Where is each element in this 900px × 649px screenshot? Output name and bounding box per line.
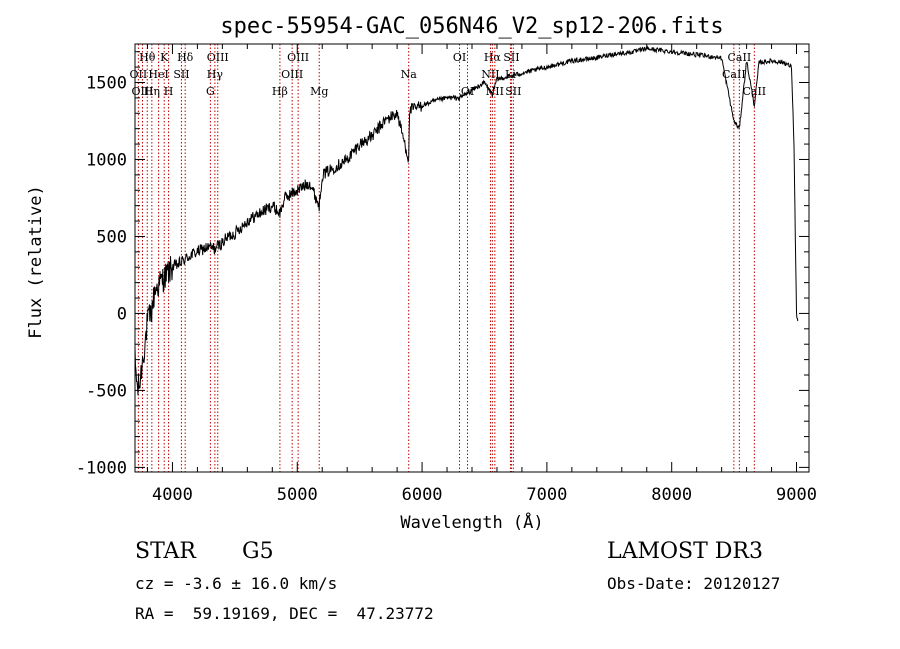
y-tick-label: 500 xyxy=(96,227,127,247)
y-tick-label: 1000 xyxy=(86,150,127,170)
chart-title: spec-55954-GAC_056N46_V2_sp12-206.fits xyxy=(220,14,723,39)
line-marker-label: CaII xyxy=(742,85,766,98)
line-marker-label: Hα xyxy=(484,51,502,64)
x-tick-label: 5000 xyxy=(277,485,318,505)
observation-date: Obs-Date: 20120127 xyxy=(607,574,781,593)
ra-dec-coordinates: RA = 59.19169, DEC = 47.23772 xyxy=(135,604,434,623)
y-axis: -1000 -500 0 500 1000 1500 xyxy=(76,51,809,478)
line-marker-label: CaII xyxy=(722,68,746,81)
x-tick-label: 8000 xyxy=(651,485,692,505)
y-tick-label: 0 xyxy=(117,304,127,324)
object-class: STAR xyxy=(135,539,196,564)
object-subclass: G5 xyxy=(242,539,274,564)
line-marker-label: SII xyxy=(503,51,519,64)
line-marker-label: Hθ xyxy=(139,51,156,64)
line-marker-label: Hη xyxy=(144,85,160,98)
x-axis-label: Wavelength (Å) xyxy=(400,511,543,533)
line-marker-label: Hβ xyxy=(272,85,288,98)
redshift-velocity: cz = -3.6 ± 16.0 km/s xyxy=(135,574,338,593)
line-marker-label: Hδ xyxy=(177,51,194,64)
line-marker-label: OI xyxy=(453,51,466,64)
line-marker-label: Mg xyxy=(310,85,328,98)
line-marker-label: OIII xyxy=(281,68,303,81)
x-tick-label: 6000 xyxy=(402,485,443,505)
x-tick-label: 4000 xyxy=(152,485,193,505)
line-marker-label: HeI xyxy=(148,68,168,81)
line-marker-label: OIII xyxy=(131,85,153,98)
line-marker-label: K xyxy=(160,51,169,64)
plot-frame xyxy=(134,43,810,473)
line-marker-label: Hγ xyxy=(207,68,224,81)
line-marker-label: OIII xyxy=(207,51,229,64)
line-marker-label: G xyxy=(206,85,215,98)
line-marker-label: NII xyxy=(481,68,499,81)
line-marker-label: H xyxy=(164,85,174,98)
x-tick-label: 9000 xyxy=(776,485,817,505)
line-marker-label: Na xyxy=(401,68,418,81)
line-marker-label: OIII xyxy=(287,51,309,64)
x-axis: 4000 5000 6000 7000 8000 9000 xyxy=(146,44,817,505)
line-marker-label: NII xyxy=(486,85,504,98)
line-marker-label: OII xyxy=(130,68,148,81)
line-markers: Hθ OII OIII K HeI Hη SII H Hδ OIII Hγ G OIII OIII Hβ Mg… xyxy=(130,44,766,472)
y-tick-label: -500 xyxy=(86,381,127,401)
line-marker-label: CaII xyxy=(728,51,752,64)
survey-name: LAMOST DR3 xyxy=(607,539,763,564)
line-marker-label: SII xyxy=(173,68,189,81)
spectrum-line xyxy=(134,45,799,396)
line-marker-label: SII xyxy=(505,85,521,98)
line-marker-label: Li xyxy=(505,68,516,81)
y-tick-label: 1500 xyxy=(86,73,127,93)
spectrum-series xyxy=(134,45,799,396)
y-tick-label: -1000 xyxy=(76,458,127,478)
x-tick-label: 7000 xyxy=(526,485,567,505)
y-axis-label: Flux (relative) xyxy=(26,185,46,339)
